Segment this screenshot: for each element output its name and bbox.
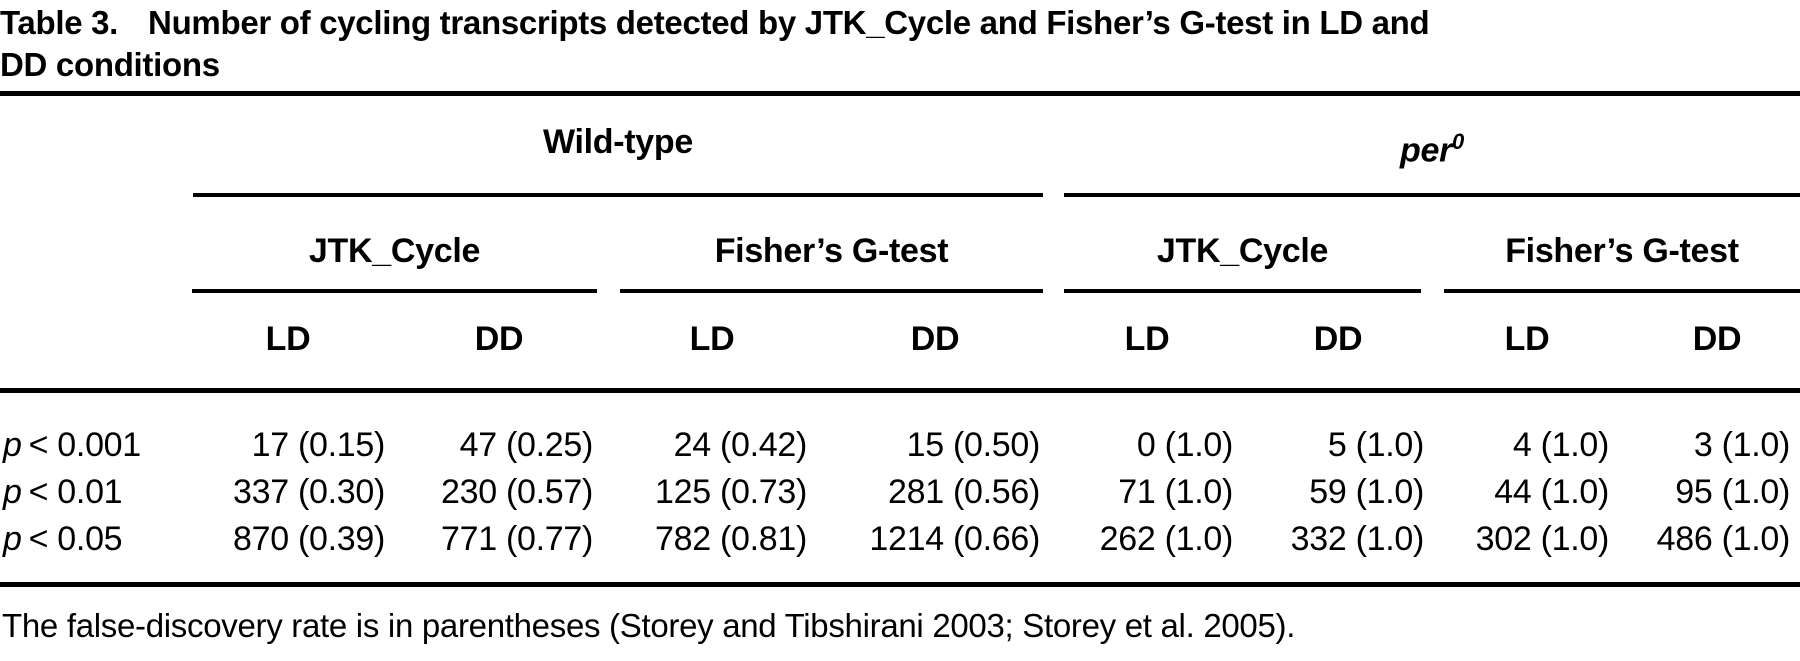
table-number-label: Table 3. bbox=[0, 4, 119, 41]
condition-header: LD bbox=[1504, 320, 1550, 358]
row-label-variable: p bbox=[3, 520, 22, 558]
data-cell: 24 (0.42) bbox=[673, 426, 808, 464]
method-underline bbox=[1444, 289, 1800, 293]
condition-header: DD bbox=[474, 320, 524, 358]
data-cell: 337 (0.30) bbox=[233, 473, 385, 511]
data-cell: 4 (1.0) bbox=[1512, 426, 1609, 464]
data-cell: 281 (0.56) bbox=[888, 473, 1040, 511]
condition-header: LD bbox=[265, 320, 311, 358]
method-header-jtk-wt: JTK_Cycle bbox=[308, 232, 481, 270]
col-group-per0-base: per bbox=[1400, 131, 1453, 170]
data-cell: 262 (1.0) bbox=[1099, 520, 1234, 558]
rule-table-bottom bbox=[0, 582, 1800, 587]
rule-header-bottom bbox=[0, 388, 1800, 393]
data-cell: 3 (1.0) bbox=[1693, 426, 1790, 464]
table-footnote: The false-discovery rate is in parenthes… bbox=[2, 607, 1296, 644]
data-cell: 44 (1.0) bbox=[1494, 473, 1609, 511]
data-cell: 230 (0.57) bbox=[441, 473, 593, 511]
data-cell: 332 (1.0) bbox=[1290, 520, 1425, 558]
data-cell: 782 (0.81) bbox=[655, 520, 807, 558]
method-header-fisher-per0: Fisher’s G-test bbox=[1505, 232, 1739, 270]
condition-header: DD bbox=[1692, 320, 1742, 358]
data-cell: 0 (1.0) bbox=[1136, 426, 1233, 464]
method-header-fisher-wt: Fisher’s G-test bbox=[714, 232, 949, 270]
condition-header: LD bbox=[689, 320, 735, 358]
condition-header: DD bbox=[1313, 320, 1363, 358]
col-group-underline bbox=[193, 193, 1043, 197]
method-underline bbox=[620, 289, 1043, 293]
row-label-threshold: < 0.05 bbox=[28, 520, 123, 558]
data-cell: 870 (0.39) bbox=[233, 520, 385, 558]
row-label-threshold: < 0.01 bbox=[28, 473, 123, 511]
method-underline bbox=[1064, 289, 1421, 293]
data-cell: 95 (1.0) bbox=[1675, 473, 1790, 511]
data-cell: 1214 (0.66) bbox=[869, 520, 1040, 558]
col-group-underline bbox=[1064, 193, 1800, 197]
data-cell: 486 (1.0) bbox=[1656, 520, 1791, 558]
rule-top bbox=[0, 91, 1800, 96]
data-cell: 302 (1.0) bbox=[1475, 520, 1610, 558]
method-header-jtk-per0: JTK_Cycle bbox=[1156, 232, 1329, 270]
data-cell: 771 (0.77) bbox=[441, 520, 593, 558]
data-cell: 125 (0.73) bbox=[655, 473, 807, 511]
data-cell: 5 (1.0) bbox=[1327, 426, 1424, 464]
data-cell: 17 (0.15) bbox=[251, 426, 386, 464]
condition-header: LD bbox=[1124, 320, 1170, 358]
row-label: p < 0.05 bbox=[3, 516, 203, 563]
page-title: Table 3. Number of cycling transcripts de… bbox=[0, 2, 1800, 86]
col-group-per0-sup: 0 bbox=[1452, 129, 1464, 154]
data-cell: 15 (0.50) bbox=[906, 426, 1041, 464]
data-cell: 71 (1.0) bbox=[1118, 473, 1233, 511]
table-title-line2: DD conditions bbox=[0, 46, 220, 83]
row-label-variable: p bbox=[3, 473, 22, 511]
method-underline bbox=[192, 289, 597, 293]
data-cell: 47 (0.25) bbox=[459, 426, 594, 464]
condition-header: DD bbox=[910, 320, 960, 358]
col-group-wild-type: Wild-type bbox=[543, 123, 693, 161]
col-group-per0: per0 bbox=[1064, 114, 1800, 170]
row-label: p < 0.001 bbox=[3, 422, 203, 469]
data-cell: 59 (1.0) bbox=[1309, 473, 1424, 511]
row-label: p < 0.01 bbox=[3, 469, 203, 516]
table-title-line1: Number of cycling transcripts detected b… bbox=[148, 4, 1430, 41]
row-label-threshold: < 0.001 bbox=[28, 426, 142, 464]
row-label-variable: p bbox=[3, 426, 22, 464]
